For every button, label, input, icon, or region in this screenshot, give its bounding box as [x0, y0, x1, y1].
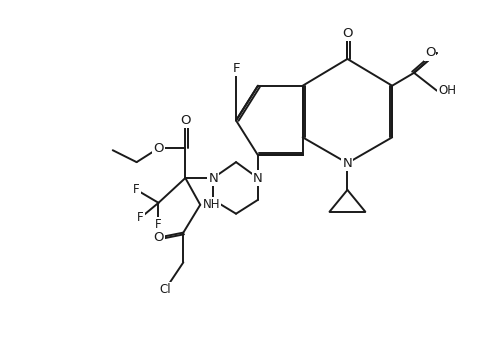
Text: F: F — [232, 62, 240, 76]
Text: O: O — [425, 47, 435, 59]
Text: F: F — [133, 183, 140, 197]
Text: O: O — [153, 142, 164, 155]
Text: Cl: Cl — [160, 282, 171, 296]
Text: O: O — [180, 114, 191, 127]
Text: N: N — [253, 171, 263, 184]
Text: N: N — [343, 156, 352, 170]
Text: OH: OH — [438, 84, 456, 97]
Text: F: F — [155, 218, 162, 231]
Text: O: O — [342, 26, 353, 40]
Text: NH: NH — [203, 198, 220, 211]
Text: O: O — [153, 231, 164, 244]
Text: N: N — [208, 171, 218, 184]
Text: F: F — [137, 211, 144, 224]
